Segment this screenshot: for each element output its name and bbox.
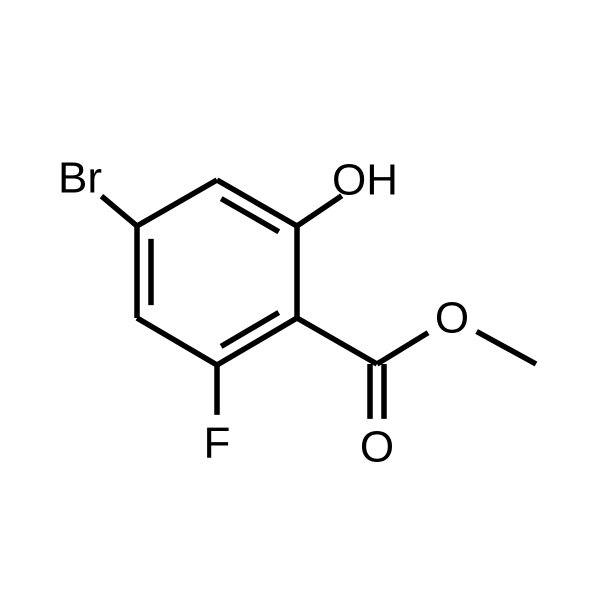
atom-label-br: Br (58, 154, 102, 203)
bond-line (377, 333, 428, 364)
bond-line (137, 180, 217, 226)
bond-line (221, 313, 279, 347)
bond-line (101, 196, 137, 226)
bond-line (221, 199, 279, 232)
bond-line (137, 318, 217, 365)
atom-label-oh: OH (332, 156, 398, 205)
bond-line (297, 318, 377, 364)
bond-line (477, 331, 536, 364)
atom-label-os: O (435, 294, 469, 343)
atom-label-f: F (204, 419, 231, 468)
atom-label-od: O (360, 423, 394, 472)
molecule-diagram: Br OH O O F (0, 0, 600, 600)
